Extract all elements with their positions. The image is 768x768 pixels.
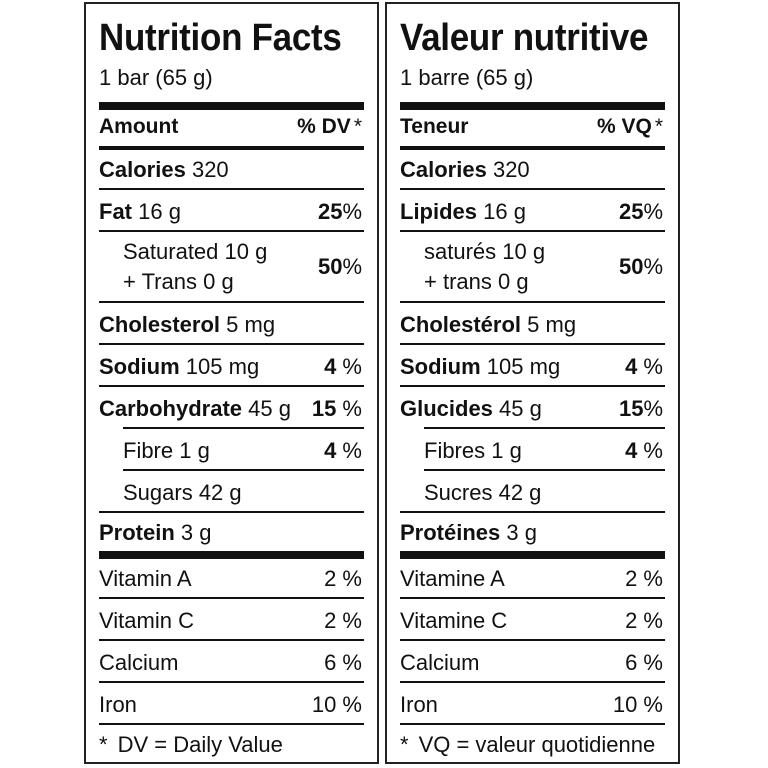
divider xyxy=(424,427,665,429)
footnote: * VQ = valeur quotidienne xyxy=(400,732,655,758)
divider xyxy=(400,511,665,513)
divider xyxy=(400,681,665,683)
panel-title: Nutrition Facts xyxy=(99,17,342,59)
footnote-text: DV = Daily Value xyxy=(117,732,283,757)
divider xyxy=(99,597,364,599)
header-dv-label: % DV * xyxy=(297,115,362,138)
divider xyxy=(400,723,665,725)
serving-size: 1 bar (65 g) xyxy=(99,65,213,90)
thick-divider xyxy=(400,102,665,110)
nutrition-facts-panel-french: Valeur nutritive 1 barre (65 g) Teneur %… xyxy=(385,2,680,764)
divider xyxy=(400,639,665,641)
divider xyxy=(424,469,665,471)
header-amount-label: Teneur xyxy=(400,115,469,138)
divider xyxy=(400,597,665,599)
divider xyxy=(99,301,364,303)
panel-title: Valeur nutritive xyxy=(400,17,649,59)
divider xyxy=(99,385,364,387)
thick-divider xyxy=(99,551,364,559)
divider xyxy=(400,301,665,303)
header-dv-label: % VQ * xyxy=(596,115,663,138)
header-amount-label: Amount xyxy=(99,115,179,138)
divider xyxy=(99,639,364,641)
header-asterisk: * xyxy=(654,115,663,138)
divider xyxy=(99,723,364,725)
divider xyxy=(400,343,665,345)
nutrition-facts-panel-english: Nutrition Facts 1 bar (65 g) Amount % DV… xyxy=(84,2,379,764)
footnote-asterisk: * xyxy=(400,732,409,757)
thick-divider xyxy=(400,551,665,559)
divider xyxy=(99,230,364,232)
divider xyxy=(400,230,665,232)
serving-size: 1 barre (65 g) xyxy=(400,65,534,90)
footnote-asterisk: * xyxy=(99,732,108,757)
divider xyxy=(99,343,364,345)
divider xyxy=(99,681,364,683)
divider xyxy=(123,427,364,429)
divider xyxy=(99,511,364,513)
footnote: * DV = Daily Value xyxy=(99,732,283,758)
header-asterisk: * xyxy=(353,115,362,138)
thick-divider xyxy=(99,102,364,110)
header-divider xyxy=(400,146,665,150)
header-divider xyxy=(99,146,364,150)
divider xyxy=(400,385,665,387)
divider xyxy=(123,469,364,471)
divider xyxy=(400,188,665,190)
footnote-text: VQ = valeur quotidienne xyxy=(418,732,656,757)
divider xyxy=(99,188,364,190)
